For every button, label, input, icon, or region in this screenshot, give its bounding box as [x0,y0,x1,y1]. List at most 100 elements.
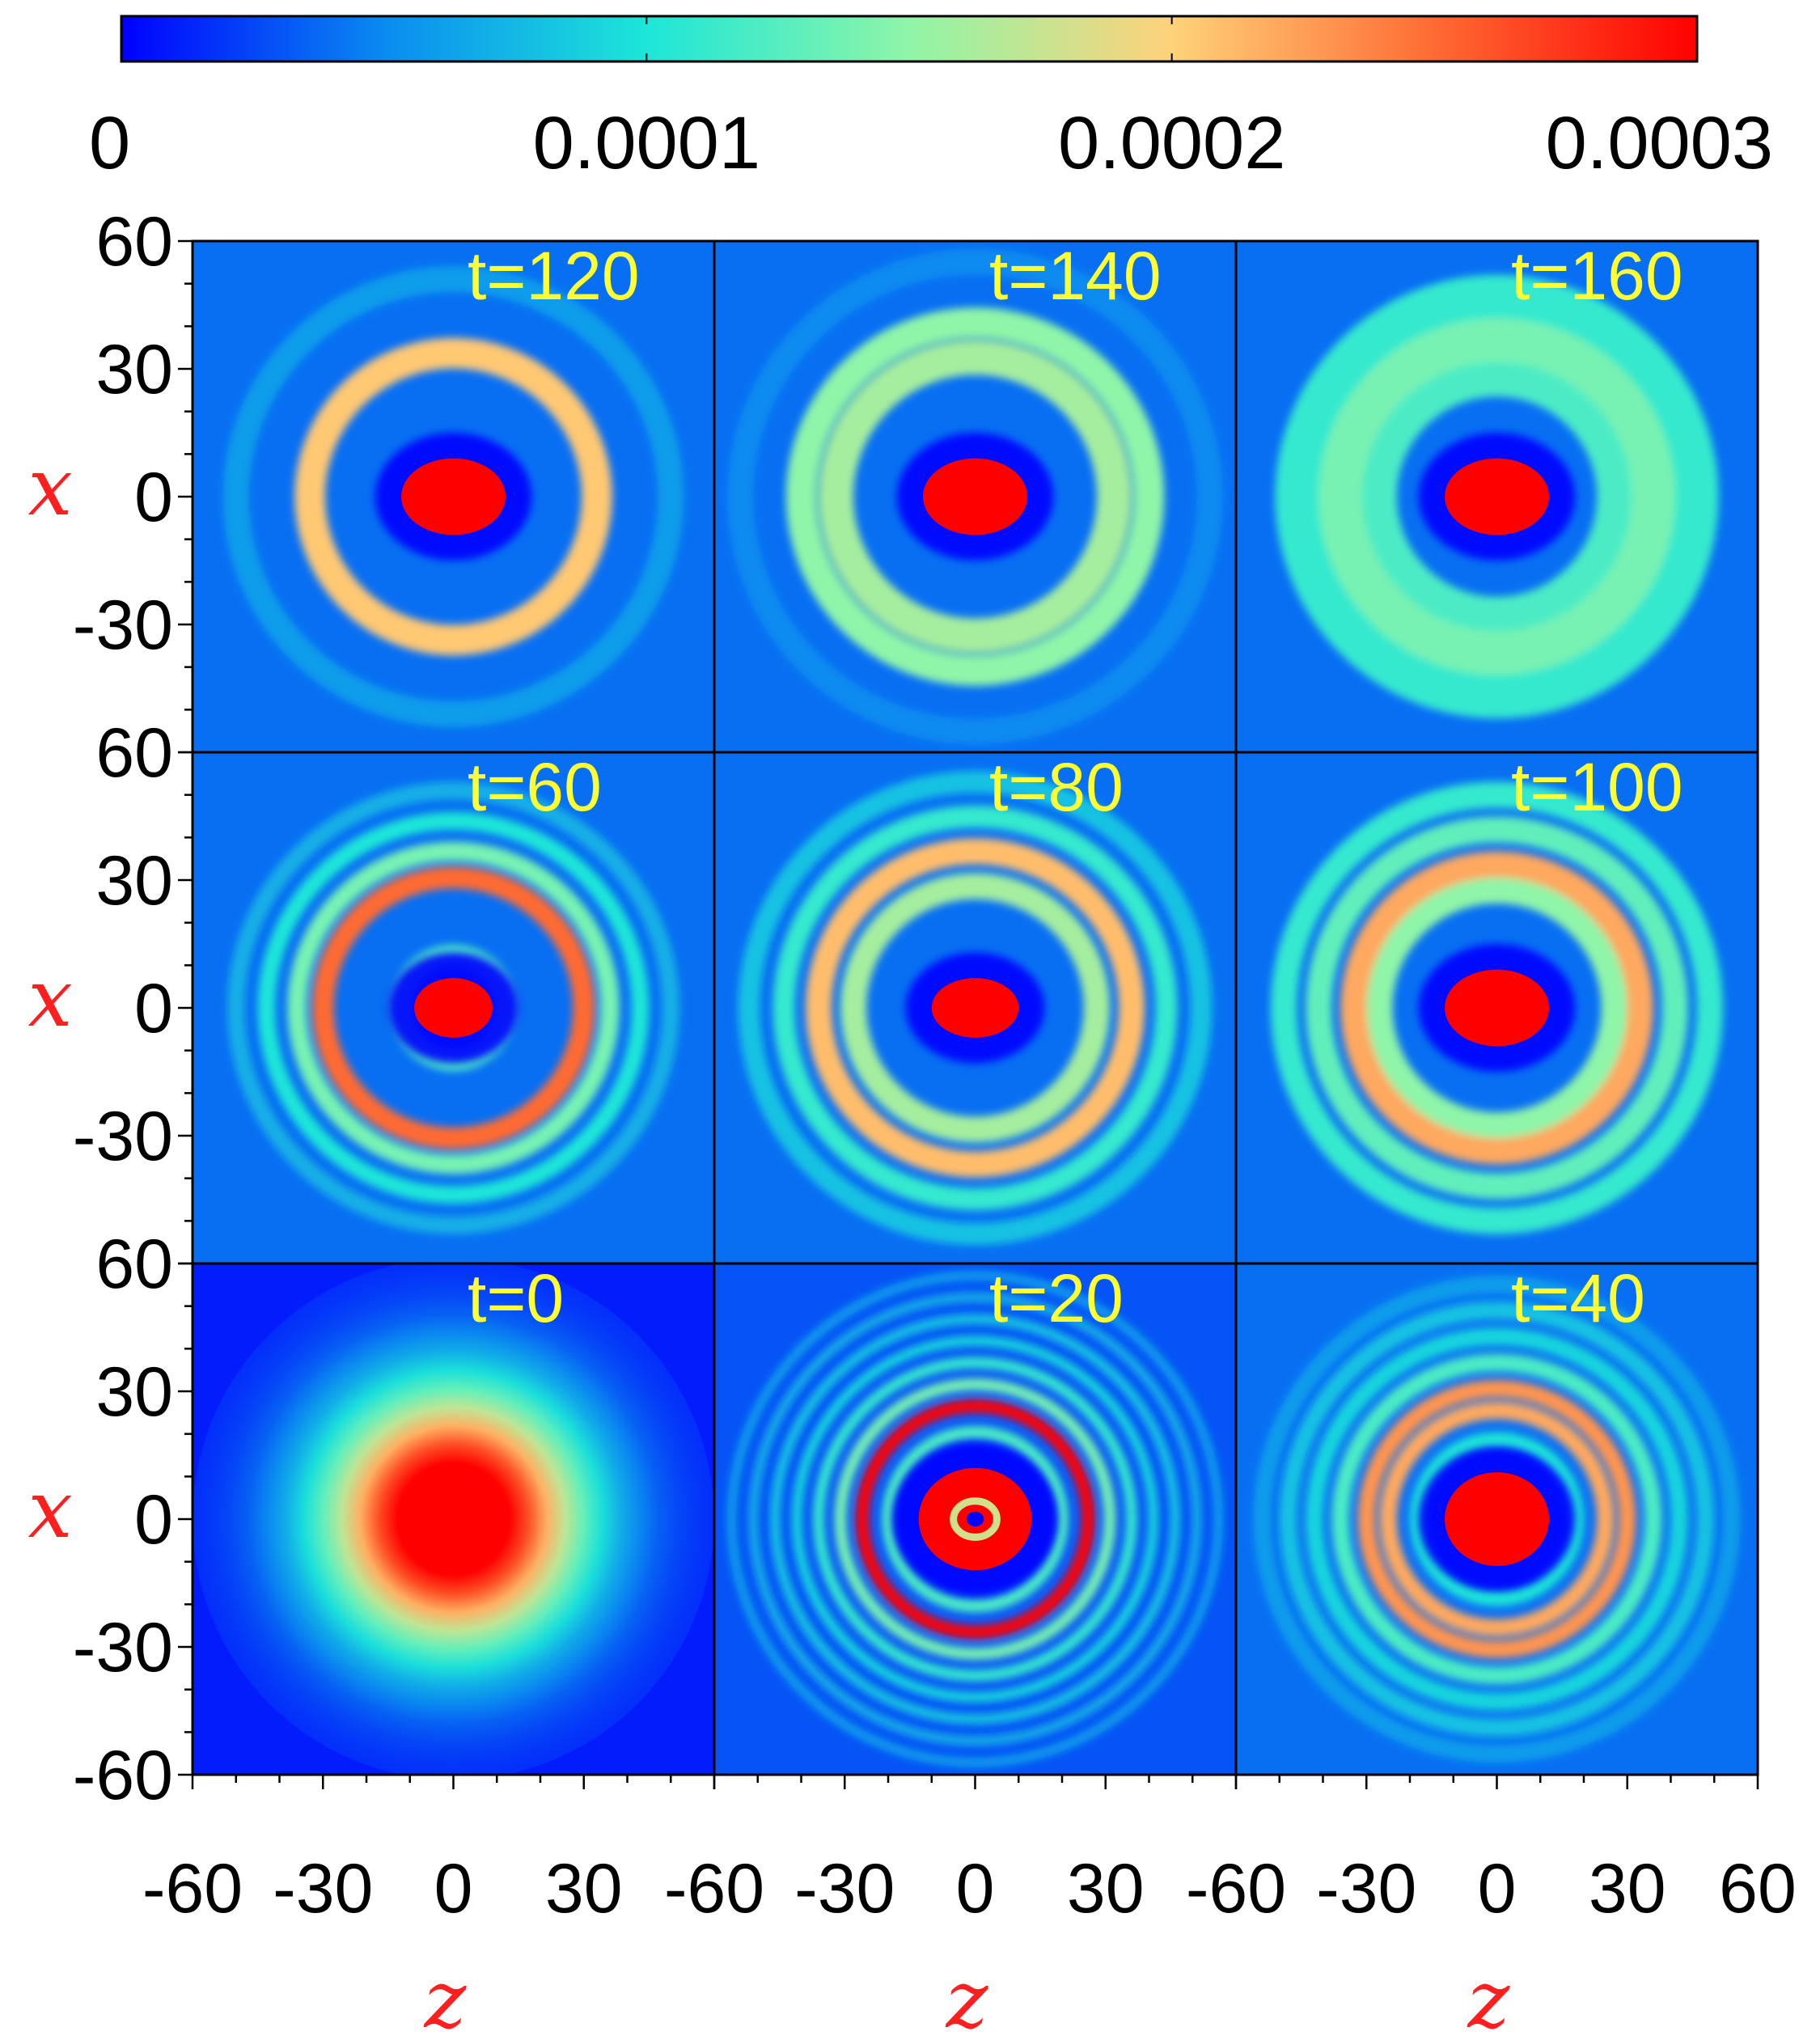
density-ring [1310,309,1684,684]
density-ring [785,307,1165,686]
y-axis-title: x [28,1464,72,1556]
x-axis-title: z [946,1954,989,2036]
x-tick-label: -30 [1316,1850,1416,1928]
panel-time-label: t=80 [989,749,1124,825]
x-tick-label: 0 [956,1850,995,1928]
density-ring [727,248,1223,745]
panel-t=40 [1236,1264,1758,1775]
colorbar: 0 0.0001 0.0002 0.0003 [89,15,1773,184]
y-tick-label: -30 [73,1098,173,1175]
central-core [414,978,493,1038]
heatmap-panels: t=120 t=140 t=160 t=60 t=80 t=100 t=0 t=20 t=40 [193,238,1758,1775]
panel-t=140 [714,241,1236,752]
x-tick-label: 0 [434,1850,473,1928]
density-ring [257,812,650,1204]
panel-time-label: t=100 [1511,749,1683,825]
x-tick-label: 30 [1589,1850,1666,1928]
x-tick-label: -60 [664,1850,764,1928]
core-hole [966,1511,984,1527]
x-tick-label: -30 [273,1850,373,1928]
density-ring [294,337,612,656]
y-tick-label: 0 [134,1481,173,1559]
y-tick-label: 30 [95,331,173,408]
y-tick-label: -30 [73,1609,173,1687]
y-tick-label: 0 [134,970,173,1048]
panel-time-label: t=20 [989,1260,1124,1336]
y-tick-label: 60 [95,714,173,792]
core-inner-ring [950,1497,1001,1541]
panel-t=120 [193,241,714,752]
density-ring [222,266,684,727]
density-ring [769,1314,1181,1725]
central-core [1445,1472,1549,1566]
density-ring [1279,1302,1715,1737]
y-tick-label: 30 [95,842,173,920]
panel-time-label: t=40 [1511,1260,1645,1336]
density-ring [1357,1380,1636,1658]
density-ring [813,1357,1137,1682]
panel-time-label: t=60 [468,749,602,825]
density-ring [726,1271,1224,1767]
x-tick-label: -30 [794,1850,895,1928]
density-ring [881,1425,1069,1613]
panel-t=100 [1236,752,1758,1264]
density-ring [819,340,1132,654]
central-core [1445,458,1549,535]
density-ring [738,771,1213,1245]
colorbar-gradient [120,15,1699,63]
density-ring [805,838,1145,1178]
central-core [401,458,506,535]
x-tick-label: 30 [545,1850,623,1928]
density-ring [772,806,1178,1210]
density-ring [1366,877,1627,1139]
panel-time-label: t=120 [468,238,640,314]
y-tick-label: 60 [95,203,173,281]
panel-t=60 [193,752,714,1264]
y-tick-label: 0 [134,459,173,536]
x-tick-label: -60 [142,1850,243,1928]
density-ring [840,873,1111,1143]
colorbar-tick-label: 0.0001 [533,102,760,184]
y-axis-title: x [28,953,72,1045]
y-tick-label: -30 [73,586,173,664]
density-ring [1275,274,1719,719]
x-axis-title: z [1467,1954,1511,2036]
y-axis-title: x [28,442,72,534]
panel-t=0 [193,1264,714,1775]
density-ring [1353,353,1640,641]
density-ring [1271,781,1723,1234]
panel-t=80 [714,752,1236,1264]
panel-t=160 [1236,241,1758,752]
density-ring [748,1292,1202,1746]
panel-time-label: t=0 [468,1260,564,1336]
colorbar-ticks: 0 0.0001 0.0002 0.0003 [89,16,1773,184]
colorbar-tick-label: 0.0002 [1058,102,1285,184]
gaussian-blob [193,1264,714,1775]
panel-time-label: t=140 [989,238,1162,314]
density-ring [311,866,595,1149]
density-ring [1379,1401,1615,1637]
x-axis-title: z [424,1954,468,2036]
density-ring [1253,1276,1741,1763]
density-ring [227,781,679,1234]
x-tick-label: 0 [1478,1850,1517,1928]
colorbar-tick-label: 0 [89,102,130,184]
density-ring [1331,1353,1662,1685]
density-ring [1306,816,1688,1200]
density-ring [791,1335,1159,1703]
density-ring [834,1378,1116,1661]
density-ring [1306,1327,1688,1711]
panel-t=20 [714,1264,1236,1775]
x-tick-label: 30 [1067,1850,1145,1928]
y-tick-label: 30 [95,1353,173,1431]
central-core [931,978,1019,1038]
density-ring [1340,851,1653,1165]
density-ring [287,841,620,1175]
central-core [923,458,1027,535]
x-tick-label: 60 [1719,1850,1797,1928]
y-tick-label: -60 [73,1737,173,1814]
x-tick-label: -60 [1186,1850,1286,1928]
density-ring [855,1399,1095,1639]
